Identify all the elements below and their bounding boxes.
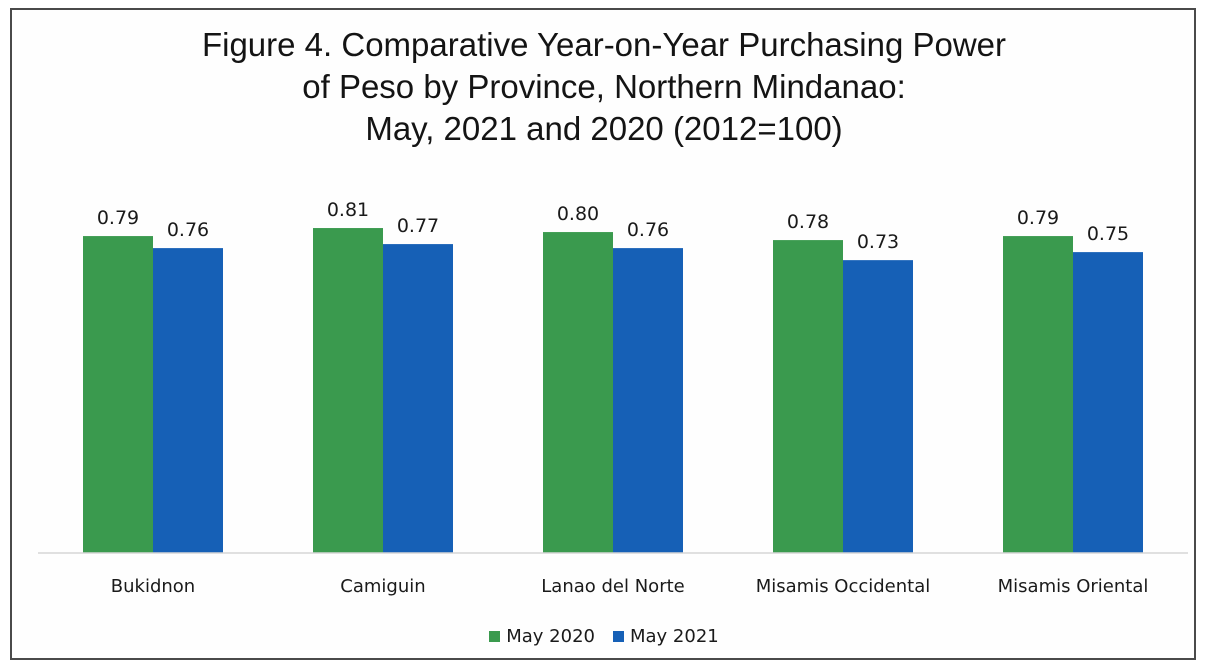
data-label: 0.75 [1087,223,1129,245]
data-label: 0.73 [857,231,899,253]
data-label: 0.79 [1017,207,1059,229]
bar-may-2020-camiguin [313,228,383,553]
data-label: 0.77 [397,215,439,237]
bar-may-2020-misamis-occidental [773,240,843,554]
x-tick-label: Bukidnon [111,576,195,597]
legend-swatch-may-2020 [489,631,501,642]
x-tick-label: Misamis Occidental [756,576,931,597]
x-tick-label: Misamis Oriental [998,576,1149,597]
data-label: 0.76 [167,219,209,241]
legend-label-may-2021: May 2021 [630,626,719,647]
legend-label-may-2020: May 2020 [506,626,595,647]
legend-item-may-2020: May 2020 [489,626,595,647]
data-label: 0.80 [557,203,599,225]
bar-may-2021-bukidnon [153,248,223,553]
bar-may-2020-lanao-del-norte [543,232,613,553]
x-tick-label: Lanao del Norte [541,576,684,597]
data-label: 0.79 [97,207,139,229]
bar-may-2020-misamis-oriental [1003,236,1073,553]
bar-may-2021-lanao-del-norte [613,248,683,553]
bar-chart: Bukidnon Camiguin Lanao del Norte Misamis O… [38,199,1188,597]
legend-swatch-may-2021 [613,631,624,642]
bar-may-2021-camiguin [383,244,453,553]
bar-may-2021-misamis-occidental [843,260,913,553]
chart-title: Figure 4. Comparative Year-on-Year Purch… [201,26,1007,147]
bar-may-2020-bukidnon [83,236,153,553]
data-label: 0.81 [327,199,369,221]
legend-item-may-2021: May 2021 [613,626,719,647]
x-tick-label: Camiguin [340,576,425,597]
bar-may-2021-misamis-oriental [1073,252,1143,553]
bars-layer [83,228,1143,554]
data-label: 0.76 [627,219,669,241]
x-tick-labels: Bukidnon Camiguin Lanao del Norte Misamis O… [111,576,1149,597]
data-labels: 0.79 0.76 0.81 0.77 0.80 0.76 0.78 0.73 0.79 0.75 [97,199,1129,253]
legend: May 2020 May 2021 [0,626,1208,647]
data-label: 0.78 [787,211,829,233]
